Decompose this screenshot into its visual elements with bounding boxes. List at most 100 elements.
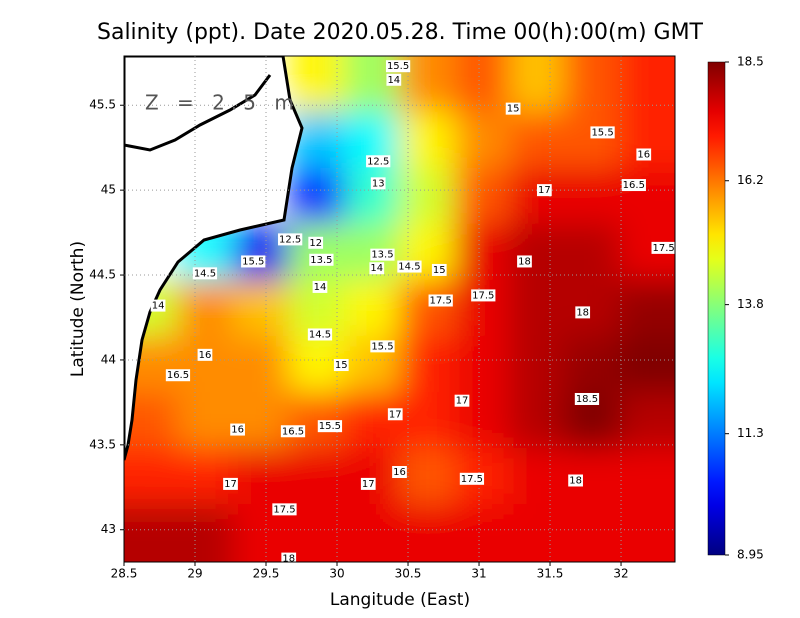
contour-label: 14 <box>387 75 400 86</box>
contour-label: 17.5 <box>430 296 452 307</box>
colorbar-tick-label: 18.5 <box>737 55 764 69</box>
contour-label: 14 <box>370 263 383 274</box>
contour-label: 16.5 <box>623 180 645 191</box>
salinity-cell <box>343 167 402 227</box>
salinity-cell <box>508 279 566 339</box>
colorbar-tick-label: 11.3 <box>737 426 764 440</box>
salinity-cell <box>343 447 402 507</box>
y-axis-label: Latitude (North) <box>68 241 88 377</box>
salinity-cell <box>177 447 235 507</box>
salinity-cell <box>619 279 675 339</box>
salinity-cell <box>508 111 566 171</box>
x-tick-label: 30 <box>329 567 344 581</box>
contour-label: 17.5 <box>461 474 483 485</box>
y-tick-label: 45 <box>101 183 116 197</box>
contour-label: 14 <box>314 282 327 293</box>
salinity-cell <box>454 111 512 171</box>
salinity-cell <box>454 167 512 227</box>
salinity-cell <box>454 279 512 339</box>
contour-label: 17 <box>456 396 469 407</box>
contour-label: 15 <box>433 265 446 276</box>
salinity-cell <box>564 56 622 114</box>
contour-label: 17 <box>538 185 551 196</box>
salinity-cell <box>233 279 291 339</box>
contour-label: 17 <box>224 479 237 490</box>
salinity-cell <box>508 335 566 395</box>
chart-title: Salinity (ppt). Date 2020.05.28. Time 00… <box>97 20 704 45</box>
contour-label: 14 <box>152 301 165 312</box>
y-tick-label: 43 <box>101 522 116 536</box>
salinity-cell <box>399 391 457 451</box>
contour-label: 17.5 <box>653 243 675 254</box>
salinity-cell <box>454 56 512 114</box>
x-tick-label: 32 <box>613 567 628 581</box>
salinity-cell <box>343 504 402 562</box>
contour-label: 14.5 <box>309 329 331 340</box>
salinity-cell <box>177 504 235 562</box>
salinity-cell <box>177 279 235 339</box>
salinity-cell <box>399 447 457 507</box>
salinity-cell <box>177 335 235 395</box>
salinity-cell <box>564 167 622 227</box>
salinity-cell <box>619 447 675 507</box>
land <box>124 56 304 461</box>
salinity-cell <box>454 335 512 395</box>
y-tick-label: 45.5 <box>89 98 116 112</box>
x-tick-label: 30.5 <box>395 567 422 581</box>
contour-label: 14.5 <box>398 262 420 273</box>
salinity-cell <box>399 335 457 395</box>
salinity-cell <box>233 223 291 283</box>
y-tick-label: 43.5 <box>89 437 116 451</box>
contour-label: 15.5 <box>387 61 409 72</box>
salinity-cell <box>564 111 622 171</box>
salinity-cell <box>177 391 235 451</box>
x-tick-label: 29.5 <box>253 567 280 581</box>
salinity-cell <box>399 111 457 171</box>
contour-label: 18 <box>282 554 295 565</box>
y-tick-label: 44 <box>101 352 116 366</box>
contour-label: 13 <box>372 178 385 189</box>
contour-label: 16 <box>199 350 212 361</box>
salinity-cell <box>124 504 180 562</box>
salinity-cell <box>288 447 346 507</box>
salinity-cell <box>619 391 675 451</box>
salinity-cell <box>619 111 675 171</box>
salinity-cell <box>288 167 346 227</box>
salinity-cell <box>564 279 622 339</box>
salinity-cell <box>564 504 622 562</box>
salinity-cell <box>619 56 675 114</box>
salinity-cell <box>343 279 402 339</box>
salinity-cell <box>124 447 180 507</box>
salinity-cell <box>454 504 512 562</box>
salinity-cell <box>619 335 675 395</box>
salinity-cell <box>399 279 457 339</box>
contour-label: 12.5 <box>367 156 389 167</box>
contour-label: 16.5 <box>282 426 304 437</box>
salinity-cell <box>508 504 566 562</box>
colorbar-tick-label: 8.95 <box>737 548 764 562</box>
contour-label: 14.5 <box>194 268 216 279</box>
salinity-cell <box>288 504 346 562</box>
salinity-cell <box>288 56 346 114</box>
contour-label: 13.5 <box>310 255 332 266</box>
y-tick-label: 44.5 <box>89 268 116 282</box>
contour-label: 15 <box>335 360 348 371</box>
contour-label: 16 <box>637 149 650 160</box>
colorbar-tick-label: 13.8 <box>737 297 764 311</box>
contour-label: 16 <box>393 467 406 478</box>
salinity-cell <box>508 391 566 451</box>
plot-frame <box>123 55 676 563</box>
salinity-cell <box>233 391 291 451</box>
contour-label: 17 <box>389 409 402 420</box>
salinity-cell <box>399 167 457 227</box>
salinity-cell <box>508 447 566 507</box>
contour-label: 18.5 <box>576 394 598 405</box>
contour-label: 15.5 <box>319 421 341 432</box>
salinity-cell <box>564 223 622 283</box>
contour-label: 18 <box>569 475 582 486</box>
salinity-cell <box>619 504 675 562</box>
x-tick-label: 29 <box>187 567 202 581</box>
contour-label: 17.5 <box>273 504 295 515</box>
contour-label: 15.5 <box>591 127 613 138</box>
